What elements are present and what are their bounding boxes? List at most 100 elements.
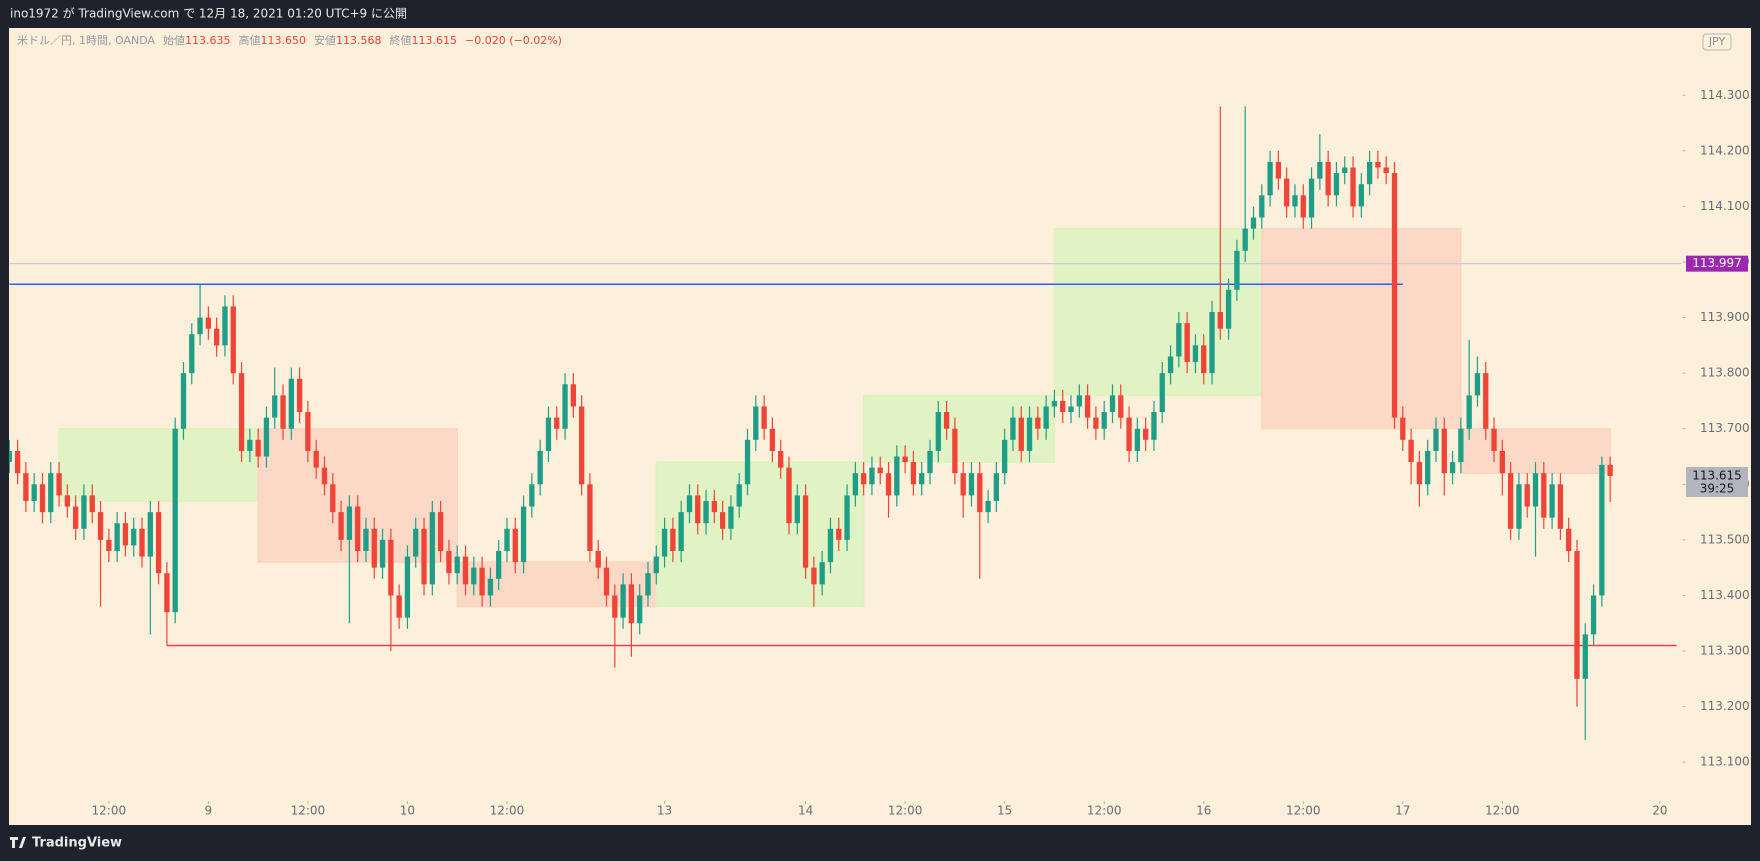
x-tick-label: 12:00: [291, 804, 326, 818]
x-tick-label: 17: [1395, 804, 1410, 818]
countdown-label: 39:25: [1700, 481, 1735, 495]
candle-body: [603, 567, 610, 596]
candle-body: [446, 550, 452, 574]
candle-body: [686, 495, 693, 513]
candle-body: [910, 462, 917, 485]
candle-body: [23, 473, 29, 501]
candle-body: [97, 512, 104, 540]
candle-body: [437, 512, 444, 551]
candle-body: [1483, 373, 1489, 429]
candle-body: [338, 512, 344, 540]
candle-body: [1134, 428, 1141, 451]
candle-body: [131, 528, 137, 546]
y-tick-label: 113.300: [1700, 644, 1750, 658]
candle-body: [205, 317, 212, 329]
candle-body: [1532, 473, 1539, 507]
candle-body: [421, 528, 427, 585]
candle-body: [230, 306, 236, 374]
candle-body: [1342, 167, 1348, 174]
price-line-label: 113.997: [1692, 256, 1742, 270]
candle-body: [1068, 406, 1074, 413]
x-tick-label: 16: [1196, 804, 1211, 818]
candle-body: [1574, 550, 1580, 679]
candle-body: [1375, 161, 1381, 168]
candle-body: [869, 467, 875, 485]
candle-body: [1391, 173, 1398, 418]
candle-body: [927, 450, 933, 474]
candle-body: [545, 417, 552, 451]
legend: 米ドル／円, 1時間, OANDA 始値113.635 高値113.650 安値113…: [17, 33, 562, 47]
candle-body: [637, 595, 643, 624]
candle-body: [1566, 528, 1572, 551]
x-tick-label: 10: [400, 804, 415, 818]
candle-body: [1441, 428, 1447, 474]
footer-brand: TradingView: [32, 836, 122, 851]
range-zone: [862, 394, 1056, 463]
candle-body: [313, 450, 319, 468]
candle-body: [1167, 356, 1174, 374]
candle-body: [1010, 417, 1016, 440]
currency-label: JPY: [1708, 35, 1726, 48]
candle-body: [993, 473, 1000, 501]
candle-body: [496, 550, 502, 579]
candle-body: [1051, 400, 1058, 407]
candle-body: [222, 306, 228, 346]
candle-body: [512, 528, 518, 563]
candle-body: [1043, 406, 1049, 429]
candle-body: [238, 373, 245, 451]
candle-body: [1466, 395, 1472, 429]
candle-body: [1093, 417, 1099, 429]
candle-body: [570, 384, 576, 407]
x-tick-label: 9: [205, 804, 213, 818]
candle-body: [1325, 161, 1331, 196]
price-line-tag: [1686, 255, 1748, 272]
candle-body: [860, 473, 867, 485]
legend-field-value: 113.615: [412, 34, 458, 47]
candle-body: [1557, 484, 1564, 529]
candle-body: [1026, 417, 1033, 451]
candle-body: [695, 495, 701, 524]
candle-body: [554, 417, 560, 429]
candle-body: [288, 378, 294, 429]
candle-body: [919, 473, 925, 485]
candle-body: [1607, 464, 1613, 476]
x-tick-label: 14: [798, 804, 813, 818]
candle-body: [578, 406, 585, 485]
candle-body: [1250, 217, 1257, 229]
y-tick-label: 113.800: [1700, 366, 1750, 380]
candle-body: [670, 528, 676, 551]
x-tick-label: 12:00: [1087, 804, 1122, 818]
candle-body: [1118, 395, 1124, 418]
candle-body: [1259, 195, 1265, 218]
x-tick-label: 12:00: [490, 804, 525, 818]
candle-body: [396, 595, 402, 618]
candle-body: [56, 473, 62, 496]
candle-body: [1076, 395, 1082, 407]
candle-body: [952, 428, 958, 474]
candle-body: [1507, 473, 1514, 529]
candle-body: [504, 528, 510, 551]
candle-body: [736, 484, 742, 507]
candle-body: [346, 506, 353, 540]
candle-body: [106, 539, 112, 551]
x-tick-label: 12:00: [1286, 804, 1321, 818]
candle-body: [877, 467, 883, 474]
candle-body: [479, 567, 485, 596]
candle-body: [1599, 464, 1605, 596]
range-zone: [58, 427, 259, 502]
candle-body: [1317, 161, 1323, 179]
y-tick-label: 113.200: [1700, 699, 1750, 713]
candle-body: [1018, 417, 1024, 451]
y-tick-label: 113.400: [1700, 588, 1750, 602]
candle-body: [753, 406, 759, 440]
candle-body: [413, 528, 419, 557]
candle-body: [371, 528, 377, 568]
candle-body: [39, 484, 46, 513]
candle-body: [587, 484, 593, 551]
candle-body: [885, 473, 892, 496]
y-tick-label: 114.300: [1700, 88, 1750, 102]
candle-body: [836, 528, 842, 540]
candle-body: [1225, 289, 1232, 329]
